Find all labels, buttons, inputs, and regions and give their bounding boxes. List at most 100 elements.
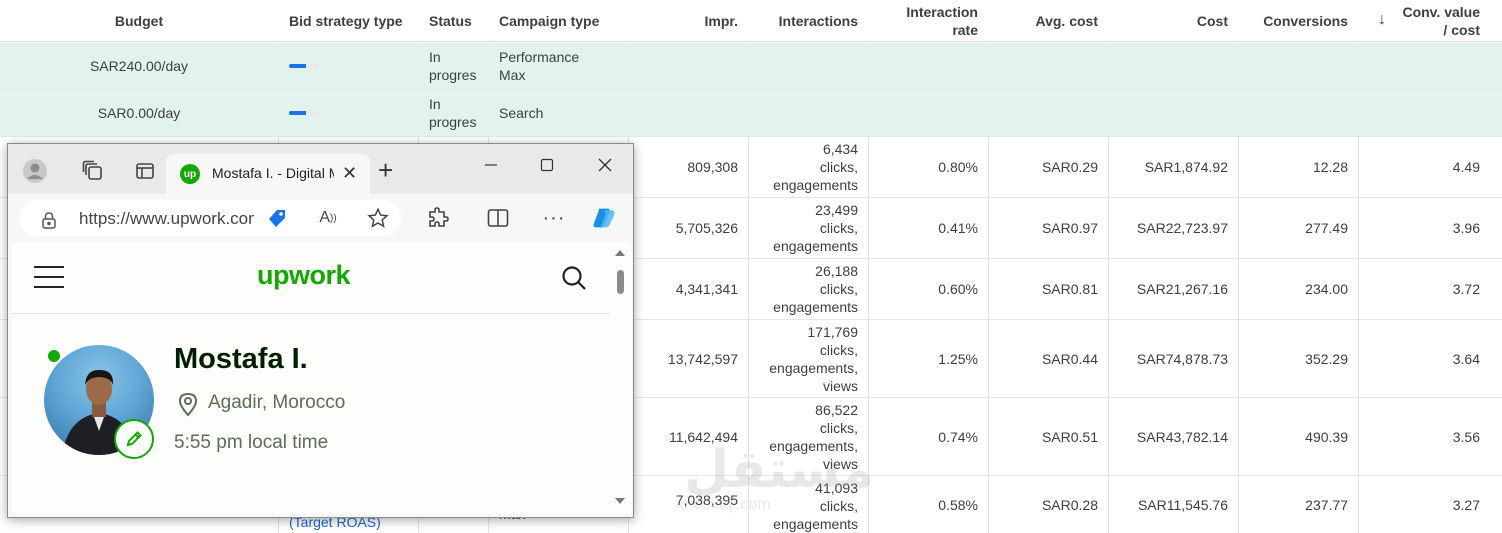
table-row[interactable]: (Target ROAS) Max 7,038,395 41,093clicks… xyxy=(0,476,1502,533)
interaction-rate-cell: 1.25% xyxy=(938,350,978,367)
avg-cost-cell: SAR0.97 xyxy=(1041,220,1098,236)
header-status[interactable]: Status xyxy=(429,13,472,29)
minimize-icon[interactable] xyxy=(476,153,506,177)
conv-value-cost-cell: 3.96 xyxy=(1452,220,1480,236)
table-row[interactable]: 4,341,341 26,188 clicks, engagements 0.60%… xyxy=(0,259,1502,320)
status-cell: In progres xyxy=(429,96,477,130)
bid-strategy-cell xyxy=(289,90,409,136)
conversions-cell: 352.29 xyxy=(1305,350,1348,367)
cost-cell: SAR43,782.14 xyxy=(1136,428,1228,445)
url-text[interactable]: https://www.upwork.com/freelancers/ xyxy=(79,209,254,228)
conversions-cell: 277.49 xyxy=(1305,220,1348,236)
extensions-icon[interactable] xyxy=(426,206,450,230)
campaign-type-cell: Search xyxy=(499,105,544,121)
conv-value-cost-cell: 3.56 xyxy=(1452,428,1480,445)
scrollbar[interactable] xyxy=(614,248,626,510)
impressions-cell: 7,038,395 xyxy=(675,491,738,508)
scroll-down-icon[interactable] xyxy=(615,498,625,504)
header-impressions[interactable]: Impr. xyxy=(704,13,738,29)
bid-strategy-cell xyxy=(289,43,409,89)
scroll-up-icon[interactable] xyxy=(615,250,625,256)
copilot-icon[interactable] xyxy=(592,206,616,230)
status-cell: In progres xyxy=(429,49,477,83)
header-conversions[interactable]: Conversions xyxy=(1263,13,1348,29)
table-row[interactable]: 11,642,494 86,522 clicks, engagements, view… xyxy=(0,398,1502,476)
column-divider xyxy=(868,0,869,533)
budget-cell: SAR240.00/day xyxy=(89,58,189,74)
cost-cell: SAR1,874.92 xyxy=(1144,159,1228,175)
impressions-cell: 11,642,494 xyxy=(668,428,738,445)
header-avg-cost[interactable]: Avg. cost xyxy=(1035,13,1099,29)
address-bar[interactable]: https://www.upwork.com/freelancers/ A)) xyxy=(19,200,401,236)
learning-progress-bar xyxy=(289,64,319,68)
conv-value-cost-cell: 3.72 xyxy=(1452,281,1480,297)
tab-actions-icon[interactable] xyxy=(132,158,158,184)
learning-progress-bar xyxy=(289,111,319,115)
table-row[interactable]: SAR0.00/day In progres Search xyxy=(0,90,1502,137)
upwork-header: upwork xyxy=(12,242,610,314)
favorite-star-icon[interactable] xyxy=(366,206,390,230)
column-divider xyxy=(988,0,989,533)
header-campaign-type[interactable]: Campaign type xyxy=(499,13,600,29)
search-icon[interactable] xyxy=(560,264,588,297)
cost-cell: SAR21,267.16 xyxy=(1136,281,1228,297)
page-viewport[interactable]: upwork Most xyxy=(12,242,632,514)
watermark-url: mostaql.com xyxy=(680,496,771,513)
column-divider xyxy=(748,0,749,533)
menu-icon[interactable] xyxy=(34,266,64,288)
header-budget[interactable]: Budget xyxy=(114,13,164,29)
browser-toolbar: https://www.upwork.com/freelancers/ A)) … xyxy=(8,194,633,242)
header-bid-strategy-type[interactable]: Bid strategy type xyxy=(289,13,403,29)
header-cost[interactable]: Cost xyxy=(1196,13,1228,29)
interactions-cell: 171,769 clicks, engagements, views xyxy=(769,323,858,394)
online-status-dot xyxy=(46,348,62,364)
table-row[interactable]: 809,308 6,434 clicks, engagements 0.80% SA… xyxy=(0,137,1502,198)
header-conv-value-per-cost[interactable]: ↓ Conv. value / cost xyxy=(1378,4,1480,38)
conversions-cell: 237.77 xyxy=(1305,496,1348,513)
interaction-rate-cell: 0.60% xyxy=(938,281,978,297)
interaction-rate-cell: 0.41% xyxy=(938,220,978,236)
read-aloud-icon[interactable]: A)) xyxy=(319,209,337,226)
new-tab-button[interactable]: + xyxy=(378,155,394,185)
upwork-logo[interactable]: upwork xyxy=(257,260,351,290)
avg-cost-cell: SAR0.29 xyxy=(1041,159,1098,175)
table-row[interactable]: 5,705,326 23,499 clicks, engagements 0.41%… xyxy=(0,198,1502,259)
conversions-cell: 12.28 xyxy=(1312,159,1348,175)
avg-cost-cell: SAR0.51 xyxy=(1041,428,1098,445)
conv-value-cost-cell: 3.27 xyxy=(1452,496,1480,513)
table-row[interactable]: 13,742,597 171,769 clicks, engagements, vie… xyxy=(0,320,1502,398)
browser-window[interactable]: up Mostafa I. - Digital Marketing ✕ + ht… xyxy=(7,143,634,518)
split-screen-icon[interactable] xyxy=(486,206,510,230)
cost-cell: SAR22,723.97 xyxy=(1136,220,1228,236)
column-divider xyxy=(1358,0,1359,533)
maximize-icon[interactable] xyxy=(532,153,562,177)
close-tab-icon[interactable]: ✕ xyxy=(342,163,358,183)
interaction-rate-cell: 0.74% xyxy=(938,428,978,445)
location-pin-icon xyxy=(177,391,199,422)
tab-strip: up Mostafa I. - Digital Marketing ✕ + xyxy=(8,144,633,194)
lock-icon[interactable] xyxy=(41,211,57,234)
workspaces-icon[interactable] xyxy=(80,158,106,184)
scroll-thumb[interactable] xyxy=(617,270,624,294)
interactions-cell: 41,093 clicks, engagements xyxy=(773,480,858,532)
interactions-cell: 26,188 clicks, engagements xyxy=(773,263,858,315)
header-interactions[interactable]: Interactions xyxy=(778,13,858,29)
column-divider xyxy=(1238,0,1239,533)
header-interaction-rate[interactable]: Interaction rate xyxy=(906,4,978,38)
coupon-icon[interactable] xyxy=(265,206,289,230)
interactions-cell: 23,499 clicks, engagements xyxy=(773,202,858,254)
close-window-icon[interactable] xyxy=(590,153,620,177)
profile-local-time: 5:55 pm local time xyxy=(174,432,329,453)
profile-location: Agadir, Morocco xyxy=(208,392,346,413)
mostaql-watermark: مستقل mostaql.com xyxy=(676,440,874,530)
watermark-text: مستقل xyxy=(684,440,875,500)
interaction-rate-cell: 0.58% xyxy=(938,496,978,513)
browser-tab[interactable]: up Mostafa I. - Digital Marketing ✕ xyxy=(166,154,370,194)
table-row[interactable]: SAR240.00/day In progres Performance Max xyxy=(0,43,1502,90)
column-divider xyxy=(1108,0,1109,533)
edit-photo-pencil-icon[interactable] xyxy=(114,419,154,459)
bid-strategy-cell[interactable]: (Target ROAS) xyxy=(289,514,381,530)
profile-icon[interactable] xyxy=(22,158,48,184)
more-icon[interactable]: ··· xyxy=(542,206,566,229)
cost-cell: SAR74,878.73 xyxy=(1136,350,1228,367)
